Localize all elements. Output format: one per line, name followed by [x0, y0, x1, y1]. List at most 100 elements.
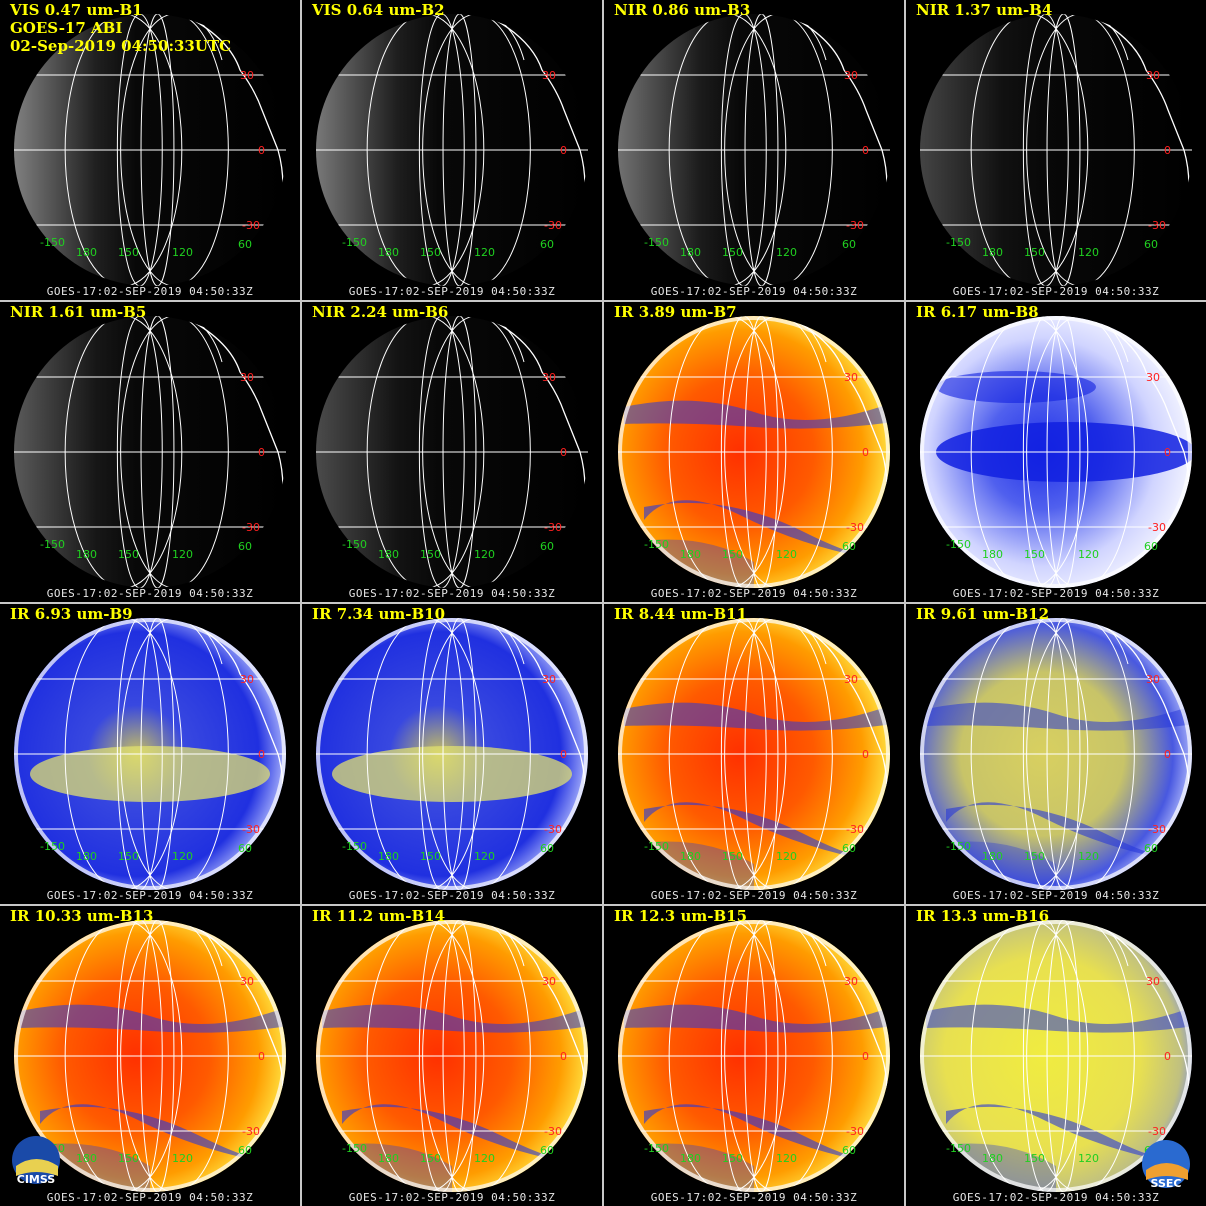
- latitude-label: -30: [242, 521, 260, 534]
- longitude-label: 180: [76, 850, 97, 863]
- latitude-label: -30: [544, 521, 562, 534]
- longitude-label: 180: [982, 850, 1003, 863]
- panel-timestamp: GOES-17:02-SEP-2019 04:50:33Z: [46, 587, 254, 600]
- latitude-label: 30: [844, 673, 858, 686]
- band-title: IR 11.2 um-B14: [312, 907, 446, 925]
- band-title: IR 6.17 um-B8: [916, 303, 1039, 321]
- longitude-label: 120: [776, 548, 797, 561]
- panel-timestamp: GOES-17:02-SEP-2019 04:50:33Z: [650, 1191, 858, 1204]
- longitude-label: 180: [76, 1152, 97, 1165]
- longitude-label: 180: [378, 850, 399, 863]
- longitude-label: 60: [540, 540, 554, 553]
- latitude-label: 30: [844, 69, 858, 82]
- satellite-name: GOES-17 ABI: [10, 19, 123, 37]
- band-title: IR 13.3 um-B16: [916, 907, 1050, 925]
- band-panel: 30 0 -30 -150 180 150 120 60 NIR 2.24 um-B6 GOES-…: [302, 302, 602, 602]
- latitude-label: 0: [1164, 144, 1171, 157]
- latitude-label: 0: [1164, 446, 1171, 459]
- latitude-label: 0: [560, 446, 567, 459]
- longitude-label: 150: [118, 1152, 139, 1165]
- band-panel: 30 0 -30 -150 180 150 120 60 IR 7.34 um-B10 GOES-…: [302, 604, 602, 904]
- longitude-label: 120: [776, 246, 797, 259]
- longitude-label: 150: [1024, 850, 1045, 863]
- band-title: IR 12.3 um-B15: [614, 907, 748, 925]
- panel-timestamp: GOES-17:02-SEP-2019 04:50:33Z: [46, 1191, 254, 1204]
- band-panel: 30 0 -30 -150 180 150 120 60 NIR 1.37 um-B4 GOES-…: [906, 0, 1206, 300]
- panel-timestamp: GOES-17:02-SEP-2019 04:50:33Z: [46, 889, 254, 902]
- longitude-label: 150: [420, 850, 441, 863]
- latitude-label: 30: [542, 975, 556, 988]
- longitude-label: 120: [474, 850, 495, 863]
- longitude-label: 180: [680, 1152, 701, 1165]
- band-panel: 30 0 -30 -150 180 150 120 60 VIS 0.64 um-B2 GOES-…: [302, 0, 602, 300]
- longitude-label: 180: [378, 246, 399, 259]
- longitude-label: 60: [842, 238, 856, 251]
- longitude-label: 150: [722, 548, 743, 561]
- latitude-label: 0: [560, 748, 567, 761]
- panel-timestamp: GOES-17:02-SEP-2019 04:50:33Z: [650, 587, 858, 600]
- latitude-label: 30: [1146, 975, 1160, 988]
- longitude-label: -150: [342, 538, 367, 551]
- latitude-label: 0: [258, 1050, 265, 1063]
- longitude-label: 120: [776, 1152, 797, 1165]
- latitude-label: 30: [240, 371, 254, 384]
- logo-text: SSEC: [1150, 1177, 1182, 1190]
- latitude-label: -30: [1148, 823, 1166, 836]
- latitude-label: 30: [542, 69, 556, 82]
- longitude-label: -150: [946, 1142, 971, 1155]
- longitude-label: 60: [1144, 238, 1158, 251]
- latitude-label: 0: [862, 748, 869, 761]
- longitude-label: 150: [118, 548, 139, 561]
- longitude-label: 60: [238, 238, 252, 251]
- band-panel: 30 0 -30 -150 180 150 120 60 IR 12.3 um-B15 GOES-…: [604, 906, 904, 1206]
- longitude-label: -150: [946, 236, 971, 249]
- longitude-label: 120: [1078, 1152, 1099, 1165]
- latitude-label: 0: [1164, 748, 1171, 761]
- band-panel: 30 0 -30 -150 180 150 120 60 IR 8.44 um-B11 GOES-…: [604, 604, 904, 904]
- longitude-label: 120: [1078, 850, 1099, 863]
- latitude-label: 30: [1146, 69, 1160, 82]
- latitude-label: 30: [1146, 371, 1160, 384]
- latitude-label: -30: [544, 1125, 562, 1138]
- latitude-label: -30: [846, 1125, 864, 1138]
- latitude-label: 30: [542, 371, 556, 384]
- latitude-label: -30: [1148, 521, 1166, 534]
- band-title: IR 3.89 um-B7: [614, 303, 737, 321]
- longitude-label: -150: [644, 1142, 669, 1155]
- longitude-label: 120: [474, 246, 495, 259]
- panel-timestamp: GOES-17:02-SEP-2019 04:50:33Z: [348, 889, 556, 902]
- panel-timestamp: GOES-17:02-SEP-2019 04:50:33Z: [348, 1191, 556, 1204]
- longitude-label: -150: [946, 840, 971, 853]
- panel-timestamp: GOES-17:02-SEP-2019 04:50:33Z: [952, 587, 1160, 600]
- longitude-label: 150: [1024, 1152, 1045, 1165]
- longitude-label: 120: [172, 850, 193, 863]
- band-title: IR 6.93 um-B9: [10, 605, 133, 623]
- latitude-label: 30: [542, 673, 556, 686]
- longitude-label: 180: [680, 548, 701, 561]
- longitude-label: 180: [680, 850, 701, 863]
- latitude-label: 0: [1164, 1050, 1171, 1063]
- longitude-label: 150: [1024, 246, 1045, 259]
- latitude-label: 0: [258, 446, 265, 459]
- longitude-label: 120: [1078, 246, 1099, 259]
- longitude-label: 120: [172, 548, 193, 561]
- band-title: VIS 0.47 um-B1: [10, 1, 143, 19]
- longitude-label: 60: [540, 1144, 554, 1157]
- longitude-label: -150: [946, 538, 971, 551]
- band-panel: 30 0 -30 -150 180 150 120 60 IR 3.89 um-B7 GOES-1…: [604, 302, 904, 602]
- longitude-label: 60: [540, 842, 554, 855]
- band-title: NIR 1.37 um-B4: [916, 1, 1053, 19]
- latitude-label: 0: [258, 748, 265, 761]
- longitude-label: 150: [420, 246, 441, 259]
- longitude-label: 150: [420, 1152, 441, 1165]
- latitude-label: -30: [1148, 1125, 1166, 1138]
